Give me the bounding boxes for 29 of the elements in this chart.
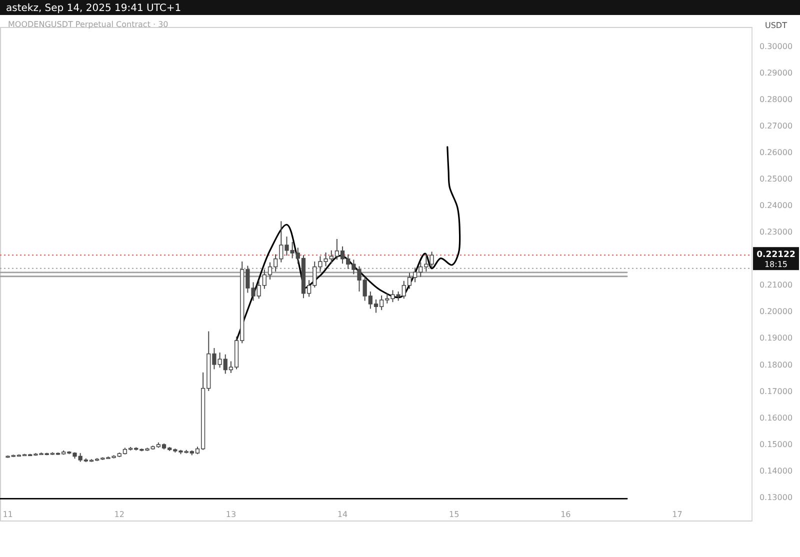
x-tick-label: 11 xyxy=(2,510,13,519)
y-axis-title: USDT xyxy=(765,21,788,30)
text: astekz, Sep 14, 2025 19:41 UTC+1 xyxy=(6,3,182,14)
ref-line-label: 0.22122 xyxy=(756,250,796,260)
y-tick-label: 0.15000 xyxy=(759,440,793,449)
y-tick-label: 0.18000 xyxy=(759,360,793,370)
y-tick-label: 0.14000 xyxy=(759,466,793,476)
x-tick-label: 17 xyxy=(672,510,682,519)
y-tick-label: 0.30000 xyxy=(759,42,793,51)
x-tick-label: 16 xyxy=(560,510,571,519)
y-tick-label: 0.25000 xyxy=(759,174,793,184)
text: 18:15 xyxy=(764,260,788,270)
y-tick-label: 0.29000 xyxy=(759,68,793,78)
x-tick-label: 15 xyxy=(449,510,460,519)
y-tick-label: 0.24000 xyxy=(759,201,793,210)
y-tick-label: 0.13000 xyxy=(759,492,793,502)
x-tick-label: 14 xyxy=(337,510,348,519)
y-tick-label: 0.27000 xyxy=(759,121,793,130)
y-tick-label: 0.16000 xyxy=(759,413,793,422)
y-tick-label: 0.26000 xyxy=(759,148,793,157)
chart-title: MOODENGUSDT Perpetual Contract · 30 xyxy=(8,20,168,29)
y-tick-label: 0.23000 xyxy=(759,228,793,237)
y-tick-label: 0.21000 xyxy=(759,280,793,290)
y-tick-label: 0.19000 xyxy=(759,334,793,343)
y-tick-label: 0.17000 xyxy=(759,386,793,396)
x-tick-label: 13 xyxy=(226,510,236,519)
x-tick-label: 12 xyxy=(114,510,124,519)
y-tick-label: 0.28000 xyxy=(759,94,793,104)
y-tick-label: 0.20000 xyxy=(759,307,793,316)
